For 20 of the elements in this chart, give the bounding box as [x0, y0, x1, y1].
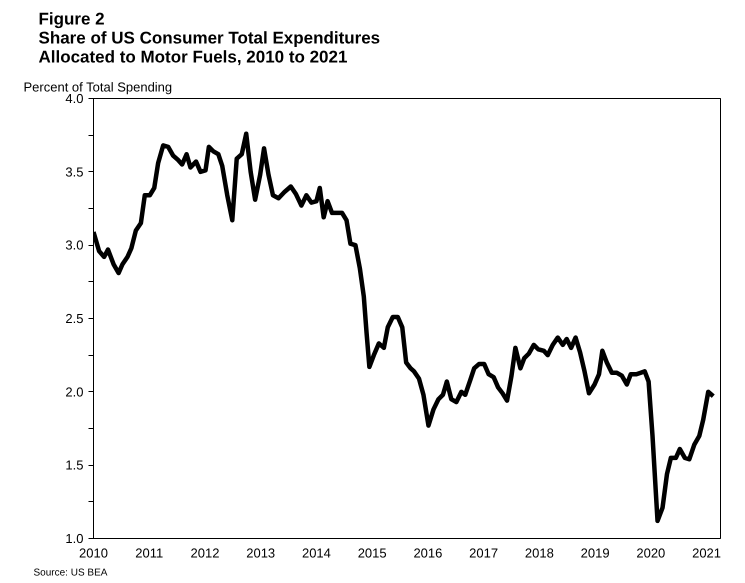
x-tick-label: 2019: [580, 546, 610, 560]
x-tick-label: 2020: [636, 546, 666, 560]
x-tick-label: 2011: [135, 546, 164, 560]
y-tick-label: 2.5: [65, 311, 84, 326]
chart-title: Figure 2 Share of US Consumer Total Expenditures Allocated to Motor Fuels, 2010 to 2021: [38, 10, 380, 66]
x-tick-label: 2016: [413, 546, 442, 560]
y-tick-label: 1.0: [65, 531, 84, 546]
y-tick-label: 2.0: [65, 384, 84, 400]
y-tick-label: 3.0: [65, 238, 84, 253]
x-tick-label: 2017: [469, 546, 498, 560]
x-tick-label: 2010: [79, 546, 108, 560]
x-tick-label: 2014: [302, 546, 331, 560]
source-note: Source: US BEA: [34, 568, 108, 578]
x-tick-label: 2013: [246, 546, 276, 560]
y-tick-label: 1.5: [65, 458, 84, 473]
y-tick-label: 3.5: [65, 164, 84, 180]
x-tick-label: 2021: [692, 546, 722, 560]
x-tick-label: 2012: [190, 546, 220, 560]
x-tick-label: 2018: [524, 546, 554, 560]
x-tick-label: 2015: [358, 546, 387, 560]
